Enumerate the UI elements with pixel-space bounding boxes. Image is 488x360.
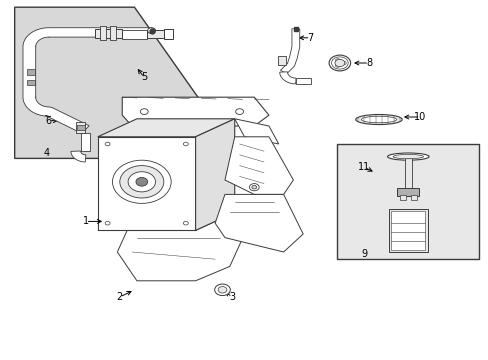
Circle shape — [136, 177, 147, 186]
Polygon shape — [122, 30, 146, 39]
Circle shape — [335, 59, 340, 62]
Bar — [337, 144, 478, 259]
Polygon shape — [15, 7, 200, 158]
Text: 4: 4 — [43, 148, 49, 158]
Polygon shape — [234, 119, 278, 144]
Bar — [163, 29, 172, 39]
Polygon shape — [71, 151, 86, 162]
Bar — [404, 158, 411, 189]
Circle shape — [218, 287, 226, 293]
Bar — [95, 29, 122, 38]
Circle shape — [251, 185, 256, 189]
Text: 9: 9 — [361, 249, 366, 259]
Text: 5: 5 — [141, 72, 147, 82]
Bar — [219, 284, 225, 293]
Ellipse shape — [386, 153, 428, 160]
Polygon shape — [117, 212, 244, 281]
Circle shape — [341, 61, 346, 65]
Bar — [410, 195, 416, 200]
Polygon shape — [215, 194, 303, 252]
Polygon shape — [81, 133, 90, 151]
Bar — [27, 69, 35, 75]
Circle shape — [214, 284, 230, 296]
Bar — [390, 211, 425, 250]
Ellipse shape — [355, 114, 401, 125]
Circle shape — [335, 64, 340, 67]
Text: 7: 7 — [307, 33, 313, 43]
Circle shape — [183, 142, 188, 146]
Circle shape — [328, 55, 350, 71]
Circle shape — [249, 184, 259, 191]
Polygon shape — [195, 119, 234, 230]
Bar — [399, 195, 405, 200]
Circle shape — [183, 221, 188, 225]
Circle shape — [120, 166, 163, 198]
Ellipse shape — [392, 154, 423, 159]
Polygon shape — [279, 72, 295, 84]
Text: 3: 3 — [229, 292, 235, 302]
Bar — [100, 26, 106, 40]
Circle shape — [112, 160, 171, 203]
Bar — [388, 209, 427, 252]
Polygon shape — [280, 29, 299, 74]
Polygon shape — [23, 28, 151, 134]
Bar — [77, 125, 84, 130]
Text: 11: 11 — [357, 162, 370, 172]
Polygon shape — [122, 97, 268, 126]
Polygon shape — [295, 78, 310, 84]
Text: 8: 8 — [366, 58, 371, 68]
Circle shape — [235, 109, 243, 114]
Text: 2: 2 — [117, 292, 122, 302]
Polygon shape — [224, 137, 293, 194]
Circle shape — [105, 221, 110, 225]
Bar — [146, 30, 163, 38]
Polygon shape — [98, 212, 234, 230]
Ellipse shape — [361, 116, 396, 123]
Bar — [27, 80, 35, 85]
Polygon shape — [98, 137, 195, 230]
Circle shape — [128, 172, 155, 192]
Polygon shape — [98, 119, 234, 137]
Text: 10: 10 — [413, 112, 426, 122]
Text: 6: 6 — [46, 116, 52, 126]
Bar — [110, 26, 116, 40]
Text: 1: 1 — [82, 216, 88, 226]
Bar — [396, 188, 418, 196]
Bar — [277, 56, 285, 65]
Bar — [76, 122, 84, 133]
Circle shape — [147, 28, 155, 33]
Circle shape — [140, 109, 148, 114]
Circle shape — [105, 142, 110, 146]
Circle shape — [334, 59, 344, 67]
